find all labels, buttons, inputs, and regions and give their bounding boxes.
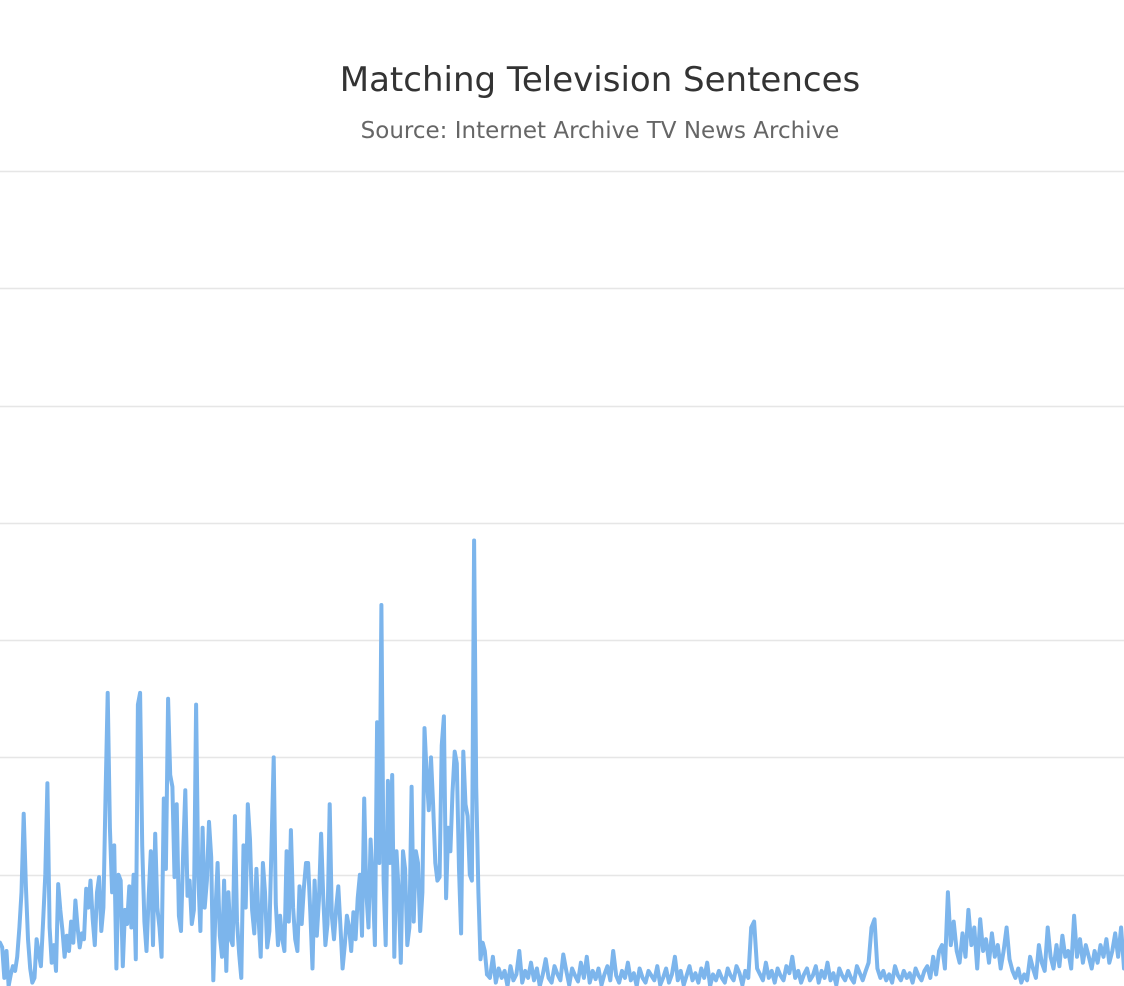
series-line-1 [485,890,1124,986]
series-line-0 [0,538,489,986]
chart-title: Matching Television Sentences [339,60,861,100]
series-layer [0,538,1124,986]
chart-subtitle: Source: Internet Archive TV News Archive [360,118,840,144]
